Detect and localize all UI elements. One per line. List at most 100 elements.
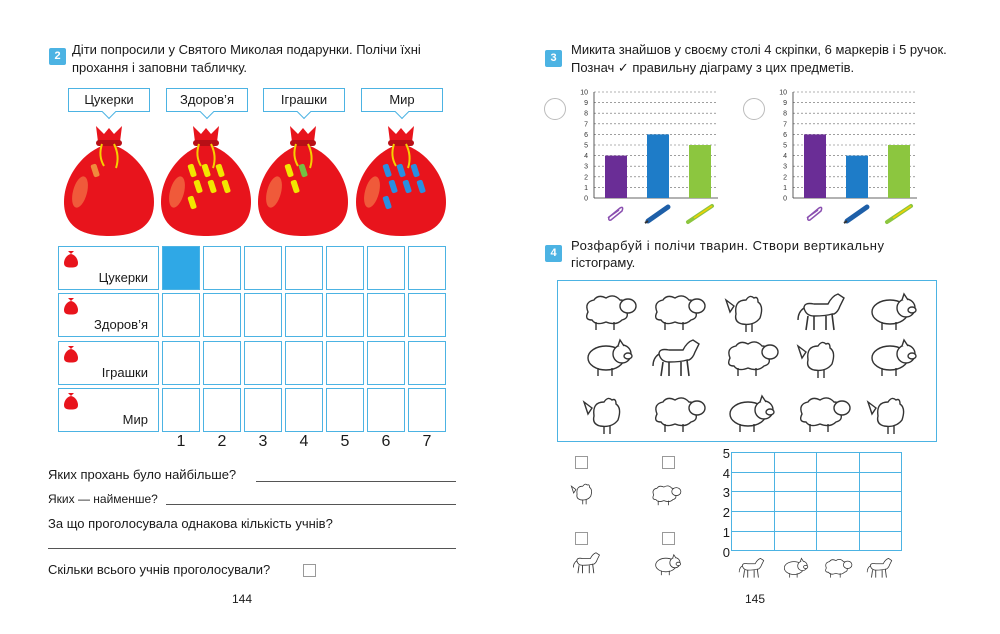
- task-4-text-line2: гістограму.: [571, 255, 636, 270]
- histogram-cell[interactable]: [773, 452, 817, 473]
- table-cell[interactable]: [203, 293, 241, 337]
- bar-marker: [846, 155, 868, 198]
- task-4-text-line1: Розфарбуй і полічи тварин. Створи вертик…: [571, 238, 885, 253]
- histogram-cell[interactable]: [816, 511, 860, 532]
- histogram-cell[interactable]: [731, 471, 775, 493]
- histogram-cell[interactable]: [816, 452, 860, 473]
- histogram-cell[interactable]: [858, 530, 902, 552]
- y-tick-label: 6: [783, 132, 787, 139]
- table-cell[interactable]: [203, 341, 241, 385]
- chart-a-select-circle[interactable]: [544, 98, 566, 120]
- pen-icon: [885, 204, 913, 224]
- row-label-text: Мир: [122, 412, 148, 427]
- table-row-label: Цукерки: [58, 246, 159, 290]
- task-4-badge: 4: [545, 245, 562, 262]
- table-cell[interactable]: [162, 246, 200, 290]
- table-cell[interactable]: [285, 341, 323, 385]
- y-tick-label: 7: [584, 121, 588, 128]
- chart-b-select-circle[interactable]: [743, 98, 765, 120]
- histogram-cell[interactable]: [858, 511, 902, 532]
- y-tick-label: 3: [584, 164, 588, 171]
- histogram-y-label: 1: [722, 524, 730, 540]
- y-tick-label: 10: [580, 90, 588, 97]
- hen-icon: [582, 397, 621, 434]
- answer-line-equal[interactable]: [48, 548, 456, 549]
- answer-line-least[interactable]: [166, 504, 456, 505]
- table-cell[interactable]: [326, 293, 364, 337]
- histogram-cell[interactable]: [773, 530, 817, 552]
- count-box-sheep[interactable]: [662, 456, 675, 469]
- table-cell[interactable]: [244, 341, 282, 385]
- table-cell[interactable]: [408, 246, 446, 290]
- count-box-hen[interactable]: [575, 456, 588, 469]
- task-3-text-line1: Микита знайшов у своєму столі 4 скріпки,…: [571, 42, 947, 57]
- histogram-cell[interactable]: [858, 452, 902, 473]
- answer-line-most[interactable]: [256, 481, 456, 482]
- count-box-pig[interactable]: [662, 532, 675, 545]
- histogram-cell[interactable]: [773, 491, 817, 513]
- tag-toys: Іграшки: [263, 88, 345, 112]
- sheep-icon: [654, 397, 706, 432]
- table-cell[interactable]: [244, 246, 282, 290]
- table-cell[interactable]: [285, 246, 323, 290]
- sheep-icon: [654, 295, 706, 330]
- table-cell[interactable]: [203, 246, 241, 290]
- sheep-icon: [825, 559, 853, 578]
- histogram-cell[interactable]: [816, 471, 860, 493]
- sheep-icon: [727, 341, 779, 376]
- histogram-cell[interactable]: [773, 511, 817, 532]
- histogram-cell[interactable]: [731, 511, 775, 532]
- table-cell[interactable]: [244, 293, 282, 337]
- histogram-cell[interactable]: [858, 491, 902, 513]
- mini-bag-icon: [64, 346, 78, 363]
- histogram-y-label: 5: [722, 446, 730, 461]
- y-tick-label: 7: [783, 121, 787, 128]
- table-cell[interactable]: [408, 293, 446, 337]
- paper-clip-icon: [806, 206, 823, 221]
- tag-candy: Цукерки: [68, 88, 150, 112]
- question-equal: За що проголосувала однакова кількість у…: [48, 516, 333, 531]
- table-cell[interactable]: [408, 341, 446, 385]
- marker-icon: [843, 204, 870, 224]
- table-cell[interactable]: [367, 341, 405, 385]
- table-cell[interactable]: [244, 388, 282, 432]
- table-cell[interactable]: [162, 388, 200, 432]
- histogram-cell[interactable]: [731, 491, 775, 513]
- sheep-icon: [585, 295, 637, 330]
- y-tick-label: 9: [783, 100, 787, 107]
- y-tick-label: 4: [584, 153, 588, 160]
- histogram-cell[interactable]: [731, 530, 775, 552]
- table-cell[interactable]: [285, 293, 323, 337]
- table-cell[interactable]: [162, 341, 200, 385]
- table-cell[interactable]: [326, 246, 364, 290]
- total-answer-box[interactable]: [303, 564, 316, 577]
- histogram-y-label: 4: [722, 465, 730, 481]
- histogram-cell[interactable]: [816, 530, 860, 552]
- axis-number: 4: [299, 433, 309, 450]
- hen-icon: [724, 295, 763, 332]
- table-cell[interactable]: [162, 293, 200, 337]
- histogram-cell[interactable]: [816, 491, 860, 513]
- row-label-text: Здоров’я: [94, 317, 148, 332]
- y-tick-label: 0: [584, 196, 588, 203]
- count-box-horse[interactable]: [575, 532, 588, 545]
- table-cell[interactable]: [203, 388, 241, 432]
- task-3-badge: 3: [545, 50, 562, 67]
- table-cell[interactable]: [367, 388, 405, 432]
- table-cell[interactable]: [367, 246, 405, 290]
- table-row-label: Іграшки: [58, 341, 159, 385]
- y-tick-label: 8: [783, 111, 787, 118]
- table-cell[interactable]: [326, 341, 364, 385]
- task-3-text-line2: Познач ✓ правильну діаграму з цих предме…: [571, 60, 855, 75]
- histogram-cell[interactable]: [773, 471, 817, 493]
- histogram-cell[interactable]: [858, 471, 902, 493]
- histogram-y-label: 0: [722, 544, 730, 560]
- y-tick-label: 2: [584, 174, 588, 181]
- table-cell[interactable]: [326, 388, 364, 432]
- table-cell[interactable]: [367, 293, 405, 337]
- histogram-cell[interactable]: [731, 452, 775, 473]
- histogram-y-label: 3: [722, 485, 730, 501]
- table-cell[interactable]: [285, 388, 323, 432]
- table-cell[interactable]: [408, 388, 446, 432]
- y-tick-label: 1: [584, 185, 588, 192]
